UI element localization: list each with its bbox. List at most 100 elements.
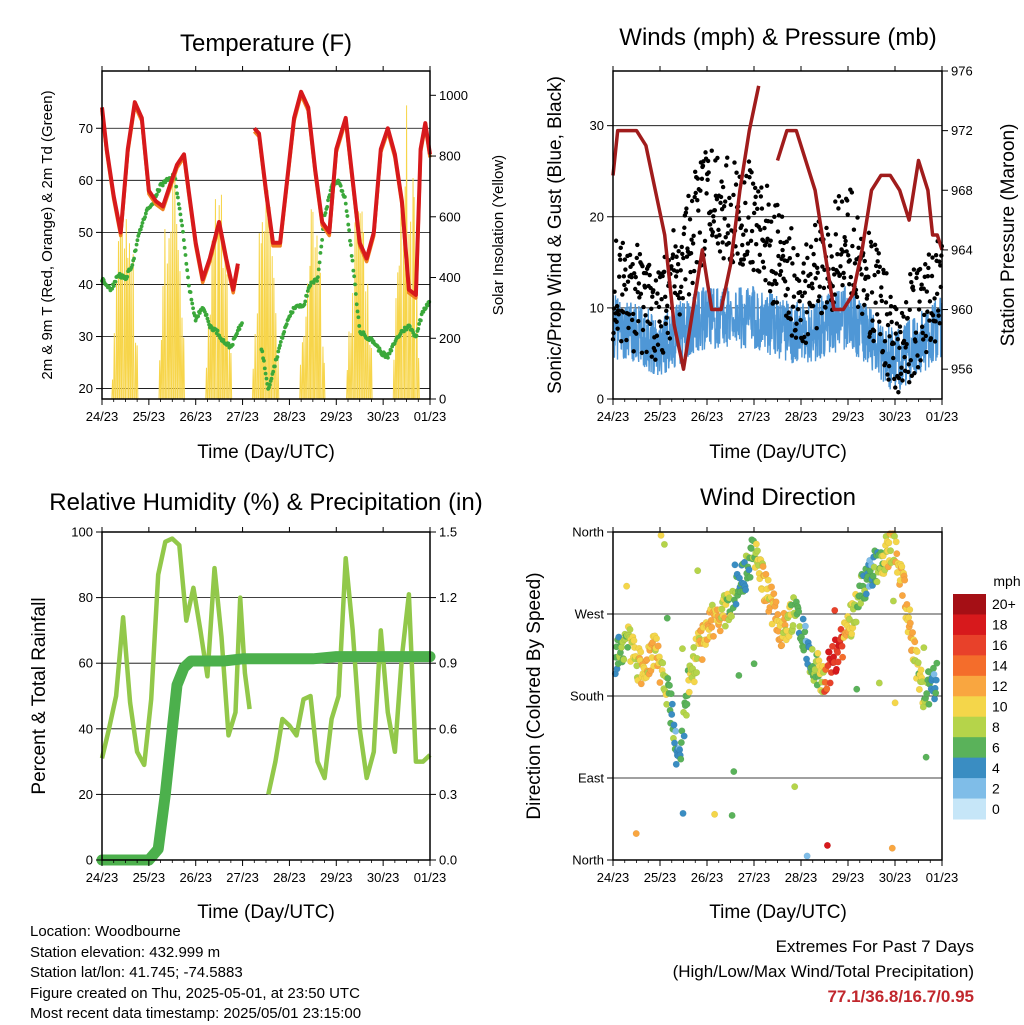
wind-gust-point — [790, 261, 795, 266]
direction-point — [795, 608, 803, 616]
wind-gust-point — [923, 262, 928, 267]
wind-gust-point — [911, 287, 916, 293]
dewpoint-point — [316, 267, 321, 272]
x-tick-label: 29/23 — [320, 409, 353, 424]
wind-gust-point — [761, 265, 767, 270]
wind-gust-point — [935, 308, 941, 313]
colorbar-label: 14 — [992, 658, 1008, 674]
dewpoint-point — [186, 275, 190, 280]
temperature-2m-line — [100, 100, 268, 292]
solar-spike — [271, 256, 274, 400]
wind-gust-point — [797, 290, 803, 295]
solar-spike — [166, 263, 169, 400]
dewpoint-point — [180, 223, 185, 228]
wind-gust-point — [647, 272, 652, 278]
wind-gust-point — [899, 365, 904, 370]
solar-spike — [319, 272, 322, 400]
wind-gust-point — [652, 348, 658, 353]
wind-gust-point — [663, 294, 668, 300]
wind-gust-point — [640, 264, 645, 269]
solar-spike — [128, 243, 131, 400]
wind-gust-point — [873, 263, 879, 269]
wind-gust-point — [762, 225, 767, 231]
wind-gust-point — [866, 230, 872, 236]
solar-spike — [220, 194, 223, 400]
direction-point — [672, 760, 680, 768]
precip-y-tick-label: 1.2 — [439, 590, 457, 605]
dewpoint-point — [176, 195, 180, 200]
temperature-y-tick-label: 60 — [79, 173, 93, 188]
wind-gust-point — [789, 333, 795, 338]
wind-gust-point — [674, 269, 680, 274]
wind-gust-point — [695, 176, 700, 181]
direction-point — [718, 605, 726, 613]
wind-gust-point — [635, 242, 640, 248]
wind-gust-point — [734, 170, 739, 175]
wind-gust-point — [804, 309, 810, 315]
pressure-y-tick-label: 960 — [951, 302, 973, 317]
direction-point — [693, 669, 701, 676]
direction-point — [774, 610, 782, 618]
wind-gust-point — [637, 251, 643, 257]
wind-gust-point — [755, 206, 760, 212]
direction-point — [906, 606, 914, 614]
temperature-2m-line — [264, 89, 432, 297]
wind-gust-point — [634, 331, 639, 336]
pressure-y-tick-label: 968 — [951, 183, 973, 198]
dewpoint-point — [290, 310, 295, 315]
wind-gust-point — [725, 155, 730, 160]
wind-gust-point — [700, 163, 706, 169]
wind-gust-point — [786, 310, 791, 315]
wind-gust-point — [875, 259, 880, 264]
wind-gust-point — [803, 278, 808, 284]
wind-gust-point — [801, 261, 806, 266]
solar-y-tick-label: 400 — [439, 270, 461, 285]
precip-y-tick-label: 0.9 — [439, 656, 457, 671]
solar-spike — [167, 238, 171, 400]
wind-gust-point — [921, 337, 926, 342]
wind-gust-point — [768, 238, 773, 243]
direction-point — [668, 711, 676, 718]
wind-gust-point — [716, 227, 721, 233]
wind-gust-point — [715, 241, 721, 246]
solar-spike — [225, 274, 229, 400]
wind-gust-point — [844, 249, 849, 254]
wind-gust-point — [702, 238, 708, 244]
dewpoint-point — [357, 324, 362, 328]
temperature-ylabel: 2m & 9m T (Red, Orange) & 2m Td (Green) — [39, 90, 56, 379]
direction-point — [814, 649, 822, 657]
direction-point — [677, 755, 685, 763]
wind-gust-point — [731, 192, 736, 198]
wind-gust-point — [893, 331, 898, 336]
dewpoint-point — [356, 315, 361, 320]
wind-gust-point — [775, 229, 781, 234]
dewpoint-point — [221, 338, 226, 342]
wind-gust-point — [884, 271, 889, 276]
dewpoint-point — [191, 306, 195, 311]
wind-gust-point — [856, 245, 861, 250]
wind-gust-point — [843, 238, 848, 244]
wind-gust-point — [678, 268, 683, 273]
direction-point — [834, 648, 842, 656]
dewpoint-point — [351, 268, 356, 273]
direction-point — [913, 648, 921, 656]
solar-y-tick-label: 800 — [439, 149, 461, 164]
wind-gust-point — [680, 295, 685, 301]
wind-gust-point — [811, 251, 816, 257]
direction-point — [735, 672, 743, 679]
wind-gust-point — [683, 277, 688, 282]
x-tick-label: 30/23 — [879, 409, 912, 424]
pressure-y-tick-label: 972 — [951, 123, 973, 138]
dewpoint-point — [288, 313, 292, 318]
wind-gust-point — [876, 269, 881, 275]
wind-gust-point — [655, 342, 661, 347]
wind-gust-point — [715, 155, 720, 161]
wind-gust-point — [813, 276, 818, 281]
wind-gust-point — [864, 266, 869, 271]
solar-spike — [209, 314, 212, 400]
info-elevation: Station elevation: 432.999 m — [30, 943, 221, 961]
solar-spike — [177, 250, 180, 400]
dewpoint-point — [135, 238, 140, 243]
dewpoint-point — [348, 238, 352, 243]
wind-gust-point — [816, 298, 821, 304]
